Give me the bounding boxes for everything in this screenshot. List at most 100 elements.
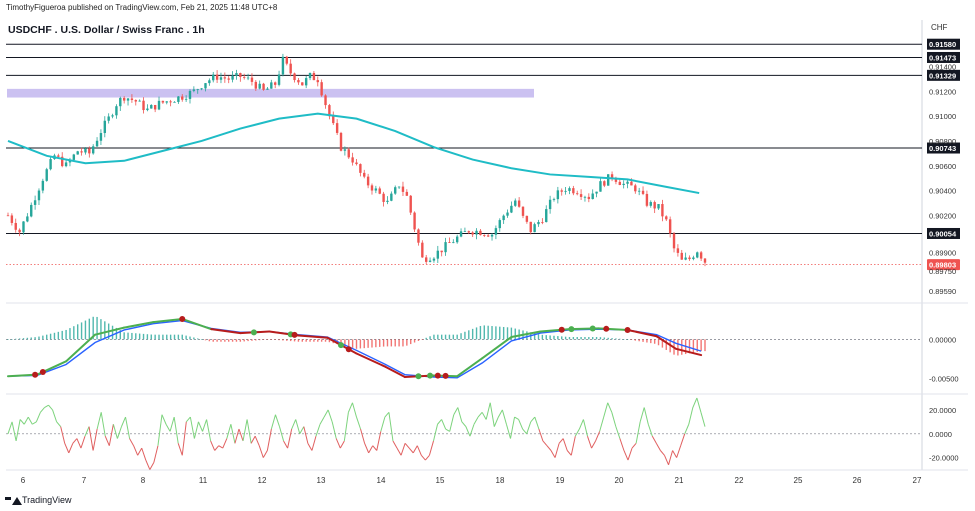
oscillator-line — [100, 412, 106, 437]
time-tick-label: 8 — [141, 476, 146, 485]
momentum-histogram-bar — [42, 335, 44, 340]
oscillator-line — [222, 438, 228, 449]
candle-body — [576, 193, 579, 195]
oscillator-line — [485, 402, 491, 420]
momentum-histogram-bar — [131, 332, 133, 340]
candle-body — [297, 80, 300, 83]
oscillator-line — [351, 402, 357, 418]
oscillator-line — [40, 407, 45, 413]
candle-body — [351, 157, 354, 163]
oscillator-line — [226, 424, 232, 439]
momentum-histogram-bar — [437, 334, 439, 340]
candle-body — [250, 77, 254, 82]
oscillator-line — [44, 404, 49, 408]
oscillator-line — [173, 417, 179, 444]
level-label-box — [927, 51, 960, 63]
momentum-histogram-bar — [681, 339, 683, 355]
oscillator-line — [246, 419, 252, 444]
bullish-cross-dot — [589, 325, 596, 332]
momentum-histogram-bar — [518, 329, 520, 340]
candle-body — [57, 155, 60, 157]
momentum-histogram-bar — [390, 339, 393, 347]
momentum-histogram-bar — [270, 339, 273, 340]
momentum-histogram-bar — [104, 321, 106, 340]
candle-body — [215, 74, 219, 80]
candle-body — [115, 106, 118, 116]
oscillator-line — [505, 424, 511, 439]
candle-body — [599, 181, 602, 192]
oscillator-line — [465, 426, 471, 437]
candle-body — [165, 101, 168, 103]
momentum-histogram-bar — [181, 334, 183, 340]
momentum-histogram-bar — [440, 334, 443, 340]
candle-body — [394, 187, 397, 194]
momentum-histogram-bar — [247, 339, 249, 342]
oscillator-line — [461, 421, 467, 427]
momentum-histogram-bar — [305, 339, 307, 342]
momentum-histogram-bar — [53, 332, 56, 340]
candle-body — [188, 90, 192, 99]
candle-body — [374, 188, 378, 191]
momentum-histogram-bar — [228, 339, 230, 342]
candle-body — [417, 229, 420, 243]
oscillator-line — [619, 438, 625, 451]
candle-body — [494, 228, 498, 235]
momentum-histogram-bar — [692, 339, 695, 353]
candle-body — [200, 88, 203, 90]
momentum-histogram-bar — [80, 322, 83, 340]
chart-title: USDCHF . U.S. Dollar / Swiss Franc . 1h — [8, 24, 205, 36]
oscillator-line — [392, 440, 398, 449]
candle-body — [347, 149, 350, 158]
momentum-histogram-bar — [22, 338, 25, 340]
candle-body — [316, 80, 319, 83]
candle-body — [618, 181, 622, 186]
oscillator-line — [607, 402, 613, 413]
momentum-histogram-bar — [173, 334, 176, 340]
momentum-histogram-bar — [204, 339, 207, 341]
oscillator-line — [696, 397, 702, 413]
candle-body — [696, 252, 699, 258]
momentum-main-line — [674, 347, 703, 357]
momentum-histogram-bar — [464, 331, 466, 340]
oscillator-line — [453, 407, 459, 415]
bearish-cross-dot — [291, 331, 298, 338]
oscillator-line — [133, 445, 139, 456]
momentum-histogram-bar — [289, 339, 292, 342]
momentum-histogram-bar — [499, 326, 501, 340]
level-label: 0.90054 — [929, 229, 957, 238]
price-tick-label: 0.89590 — [929, 287, 956, 296]
momentum-histogram-bar — [11, 339, 13, 340]
candle-body — [258, 83, 261, 89]
oscillator-line — [570, 436, 576, 456]
momentum-histogram-bar — [197, 338, 199, 340]
momentum-histogram-bar — [324, 339, 327, 342]
time-tick-label: 7 — [82, 476, 87, 485]
candle-body — [239, 73, 242, 77]
candle-body — [301, 82, 304, 86]
oscillator-line — [343, 412, 349, 442]
candle-body — [281, 56, 285, 75]
candle-body — [595, 191, 598, 194]
candle-body — [436, 250, 440, 259]
momentum-histogram-bar — [394, 339, 396, 347]
momentum-main-line — [210, 328, 242, 335]
momentum-histogram-bar — [344, 339, 346, 346]
candle-body — [142, 100, 145, 111]
price-tick-label: 0.90800 — [929, 137, 956, 146]
oscillator-line — [202, 419, 208, 432]
momentum-histogram-bar — [700, 339, 702, 352]
oscillator-line — [218, 445, 224, 449]
bearish-cross-dot — [442, 372, 449, 379]
candle-body — [126, 98, 130, 101]
oscillator-line — [412, 445, 418, 454]
momentum-histogram-bar — [26, 337, 29, 340]
oscillator-line — [279, 426, 285, 442]
tradingview-logo[interactable]: TradingView — [5, 495, 72, 505]
momentum-main-line — [481, 336, 513, 360]
bearish-cross-dot — [39, 369, 46, 375]
oscillator-line — [692, 397, 698, 408]
oscillator-line — [116, 426, 122, 439]
candle-body — [583, 196, 587, 198]
candle-body — [320, 82, 323, 96]
